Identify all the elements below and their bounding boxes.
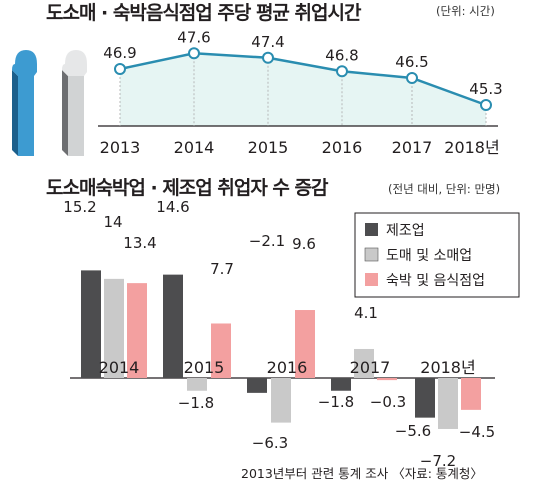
bar-accommodation-food — [127, 283, 147, 378]
line-point — [114, 63, 126, 75]
line-x-tick-label: 2015 — [248, 138, 289, 157]
bar-manufacturing — [81, 270, 101, 378]
bar-chart-title: 도소매숙박업 · 제조업 취업자 수 증감 — [46, 177, 328, 199]
legend-swatch — [365, 223, 378, 236]
bar-value-label: 15.2 — [63, 198, 96, 216]
bar-x-tick-label: 2018년 — [420, 358, 475, 377]
bar-x-tick-label: 2016 — [267, 358, 308, 377]
line-chart-title: 도소매 · 숙박음식점업 주당 평균 취업시간 — [46, 2, 361, 24]
line-value-label: 46.9 — [103, 44, 136, 62]
bar-value-label: −7.2 — [420, 452, 456, 470]
person-gray-icon — [62, 50, 87, 156]
bar-value-label: −1.8 — [318, 393, 354, 411]
bar-value-label: 7.7 — [210, 260, 234, 278]
bar-value-label: −1.8 — [178, 394, 214, 412]
line-point — [188, 47, 200, 60]
line-x-tick-label: 2014 — [174, 138, 215, 157]
bar-value-label: 14.6 — [156, 198, 189, 216]
bar-x-tick-label: 2015 — [184, 358, 225, 377]
bar-value-label: −2.1 — [249, 232, 285, 250]
bar-manufacturing — [415, 378, 435, 418]
legend-label: 숙박 및 음식점업 — [386, 273, 485, 289]
bar-x-tick-label: 2014 — [99, 358, 140, 377]
bar-wholesale-retail — [438, 378, 458, 429]
legend-swatch — [365, 273, 378, 286]
line-chart-unit: (단위: 시간) — [436, 4, 495, 18]
legend-box — [354, 212, 520, 298]
line-x-tick-label: 2017 — [392, 138, 433, 157]
bar-wholesale-retail — [271, 378, 291, 423]
bar-wholesale-retail — [354, 348, 374, 378]
bar-x-tick-label: 2017 — [350, 358, 391, 377]
hours-line — [119, 51, 487, 107]
bar-value-label: 9.6 — [292, 235, 316, 253]
bar-value-label: −5.6 — [395, 422, 431, 440]
line-point — [406, 72, 418, 84]
legend-label: 제조업 — [386, 223, 425, 239]
bar-accommodation-food — [461, 378, 481, 410]
line-value-label: 47.6 — [177, 28, 210, 46]
legend-swatch — [364, 247, 379, 262]
line-point — [480, 99, 492, 111]
line-value-label: 45.3 — [469, 80, 502, 98]
line-value-label: 46.8 — [325, 46, 358, 64]
person-blue-icon — [12, 50, 37, 156]
bar-accommodation-food — [211, 323, 231, 378]
bar-wholesale-retail — [104, 278, 124, 378]
bar-manufacturing — [247, 378, 267, 393]
bar-wholesale-retail — [187, 378, 207, 391]
bar-manufacturing — [331, 378, 351, 391]
bar-value-label: −6.3 — [252, 434, 288, 452]
bar-value-label: 4.1 — [354, 304, 378, 322]
line-point — [262, 51, 274, 64]
line-x-tick-label: 2013 — [100, 138, 141, 157]
bar-manufacturing — [163, 274, 183, 378]
source-note: 2013년부터 관련 통계 조사 〈자료: 통계청〉 — [241, 466, 483, 481]
line-value-label: 46.5 — [395, 53, 428, 71]
line-value-label: 47.4 — [251, 33, 284, 51]
bar-value-label: 13.4 — [123, 234, 156, 252]
line-point — [336, 65, 348, 78]
bar-value-label: −4.5 — [459, 423, 495, 441]
legend-label: 도매 및 소매업 — [386, 248, 472, 264]
bar-value-label: −0.3 — [370, 393, 406, 411]
line-x-tick-label: 2018년 — [444, 138, 499, 157]
bar-chart-unit: (전년 대비, 단위: 만명) — [388, 182, 501, 196]
line-area-fill — [120, 53, 486, 126]
bar-accommodation-food — [295, 310, 315, 378]
bar-value-label: 14 — [103, 213, 122, 231]
line-x-tick-label: 2016 — [322, 138, 363, 157]
bar-accommodation-food — [377, 378, 397, 381]
